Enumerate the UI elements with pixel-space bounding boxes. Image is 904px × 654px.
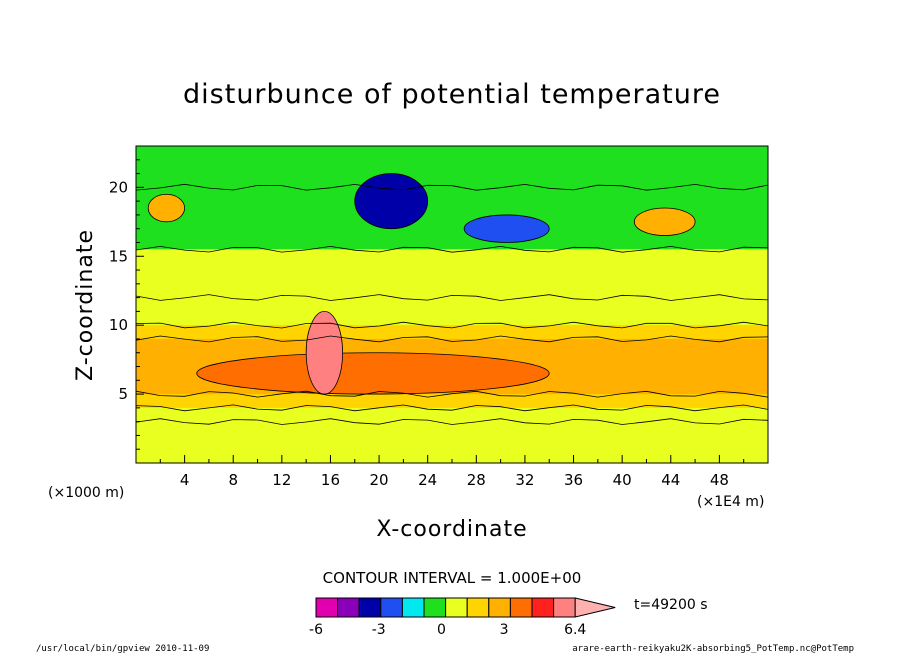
heatmap-region <box>354 173 429 230</box>
x-tick-label: 48 <box>710 471 729 489</box>
y-axis-label: Z-coordinate <box>73 229 98 381</box>
heatmap-region <box>136 146 768 188</box>
contour-line <box>136 321 768 329</box>
colorbar-swatch <box>466 597 490 618</box>
heatmap-region <box>196 352 550 395</box>
contour-lines <box>136 183 768 425</box>
x-tick-label: 4 <box>180 471 190 489</box>
footer-left: /usr/local/bin/gpview 2010-11-09 <box>36 644 209 654</box>
colorbar-swatch <box>531 597 555 618</box>
colorbar-swatch <box>509 597 533 618</box>
colorbar-tick-label: 6.4 <box>564 622 586 638</box>
heatmap-region <box>136 421 768 463</box>
chart-title: disturbunce of potential temperature <box>183 79 721 110</box>
contour-line <box>136 404 768 412</box>
x-tick-label: 8 <box>228 471 238 489</box>
colorbar: -6 -3 0 3 6.4 <box>309 597 616 638</box>
x-tick-label: 36 <box>564 471 583 489</box>
colorbar-swatch <box>423 597 447 618</box>
colorbar-swatch <box>553 597 576 618</box>
colorbar-swatch <box>380 597 403 618</box>
heatmap-field <box>136 146 768 463</box>
colorbar-swatch <box>358 597 382 618</box>
heatmap-region <box>136 249 768 298</box>
heatmap-region <box>633 207 696 236</box>
colorbar-swatch <box>401 597 425 618</box>
footer-right: arare-earth-reikyaku2K-absorbing5_PotTem… <box>572 644 854 654</box>
contour-line <box>136 418 768 425</box>
y-tick-label: 20 <box>109 178 128 196</box>
x-tick-label: 12 <box>272 471 291 489</box>
x-units-right: (×1E4 m) <box>697 494 764 510</box>
contour-line <box>136 335 768 343</box>
heatmap-region <box>463 214 550 243</box>
x-axis: 4 8 12 16 20 24 28 32 36 40 44 48 <box>159 455 745 489</box>
x-tick-label: 28 <box>467 471 486 489</box>
colorbar-swatch <box>488 597 511 618</box>
contour-line <box>136 390 768 398</box>
y-tick-label: 10 <box>109 316 128 334</box>
heatmap-region <box>147 193 186 223</box>
contour-interval-text: CONTOUR INTERVAL = 1.000E+00 <box>323 569 582 587</box>
colorbar-swatch <box>337 597 360 618</box>
y-tick-label: 5 <box>118 385 128 403</box>
x-units-left: (×1000 m) <box>48 485 124 501</box>
contour-line <box>136 294 768 301</box>
contour-line <box>136 245 768 253</box>
y-tick-label: 15 <box>109 247 128 265</box>
x-tick-label: 24 <box>418 471 437 489</box>
heatmap-region <box>305 310 344 395</box>
x-tick-label: 40 <box>613 471 632 489</box>
colorbar-swatch <box>445 597 468 618</box>
colorbar-tick-label: -6 <box>309 622 323 638</box>
time-label: t=49200 s <box>634 597 708 613</box>
x-axis-label: X-coordinate <box>376 517 527 542</box>
colorbar-extension-arrow <box>574 597 616 618</box>
x-tick-label: 16 <box>321 471 340 489</box>
colorbar-swatch <box>315 597 339 618</box>
x-tick-label: 32 <box>515 471 534 489</box>
x-tick-label: 44 <box>661 471 680 489</box>
contour-line <box>136 183 768 191</box>
x-tick-label: 20 <box>370 471 389 489</box>
colorbar-tick-label: 3 <box>500 622 509 638</box>
colorbar-tick-label: 0 <box>437 622 446 638</box>
y-axis: 5 10 15 20 <box>109 159 144 450</box>
colorbar-tick-label: -3 <box>372 622 386 638</box>
